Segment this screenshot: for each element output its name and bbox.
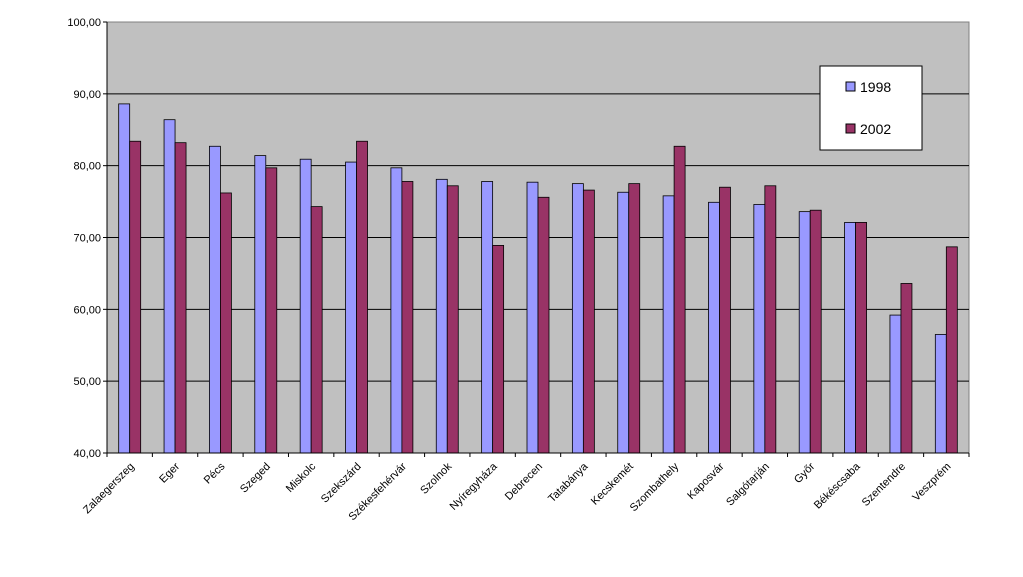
x-tick-label: Tatabánya: [546, 460, 591, 505]
bar-1998-Békéscsaba: [844, 222, 856, 454]
bar-2002-Salgótarján: [764, 185, 777, 454]
bar-1998-Győr: [798, 211, 811, 454]
bar-1998-Szekszárd: [345, 161, 357, 454]
bar-1998-Nyíregyháza: [481, 181, 494, 454]
x-tick-label: Miskolc: [284, 460, 319, 495]
y-tick-label: 70,00: [73, 233, 101, 245]
y-tick-label: 60,00: [73, 304, 101, 316]
bar-2002-Pécs: [220, 192, 232, 454]
bar-1998-Veszprém: [934, 334, 947, 454]
bar-1998-Kaposvár: [708, 201, 720, 454]
bar-2002-Kaposvár: [719, 186, 731, 454]
bar-2002-Zalaegerszeg: [129, 140, 142, 454]
legend-label-2002: 2002: [860, 121, 891, 137]
bar-1998-Szombathely: [662, 195, 675, 454]
y-tick-label: 90,00: [73, 89, 101, 101]
bar-2002-Békéscsaba: [855, 222, 867, 454]
bar-2002-Nyíregyháza: [492, 245, 505, 454]
y-tick-label: 80,00: [73, 161, 101, 173]
x-tick-label: Kecskemét: [589, 461, 636, 508]
bar-2002-Miskolc: [310, 206, 323, 454]
bar-2002-Debrecen: [537, 196, 550, 454]
bar-2002-Szolnok: [446, 185, 459, 454]
y-axis-ticks: 40,00 50,00 60,00 70,00 80,00 90,00 100,00: [67, 17, 107, 460]
x-tick-label: Nyíregyháza: [448, 460, 501, 513]
bar-2002-Tatabánya: [582, 189, 595, 454]
bar-2002-Kecskemét: [628, 183, 641, 454]
x-tick-label: Szentendre: [860, 461, 908, 509]
bar-1998-Pécs: [209, 145, 221, 454]
y-tick-label: 100,00: [67, 17, 101, 29]
x-tick-label: Győr: [792, 460, 818, 486]
bar-1998-Zalaegerszeg: [118, 103, 131, 454]
bar-1998-Szentendre: [889, 314, 902, 454]
bars: [118, 103, 958, 454]
bar-2002-Eger: [174, 142, 187, 454]
bar-2002-Szeged: [265, 167, 278, 454]
bar-2002-Szombathely: [673, 145, 686, 454]
bar-1998-Kecskemét: [617, 191, 630, 454]
x-tick-label: Szombathely: [628, 460, 682, 514]
legend-box: [819, 65, 923, 151]
x-tick-label: Szeged: [238, 461, 273, 496]
bar-2002-Veszprém: [945, 246, 958, 454]
bar-2002-Székesfehérvár: [401, 181, 414, 454]
x-tick-label: Békéscsaba: [812, 460, 863, 511]
bar-1998-Eger: [163, 119, 176, 454]
bar-2002-Szentendre: [900, 283, 913, 454]
bar-2002-Győr: [809, 209, 822, 454]
bar-1998-Szeged: [254, 155, 267, 454]
x-tick-label: Salgótarján: [724, 461, 772, 509]
x-tick-label: Debrecen: [503, 461, 545, 503]
legend-label-1998: 1998: [860, 79, 891, 95]
x-tick-label: Pécs: [202, 460, 228, 486]
legend-swatch-1998: [845, 81, 856, 92]
x-tick-label: Zalaegerszeg: [81, 461, 137, 517]
x-tick-label: Eger: [157, 460, 182, 485]
bar-2002-Szekszárd: [356, 140, 368, 454]
bar-1998-Miskolc: [299, 158, 312, 454]
bar-1998-Debrecen: [526, 181, 539, 454]
y-tick-label: 40,00: [73, 448, 101, 460]
bar-1998-Szolnok: [435, 178, 448, 454]
bar-1998-Salgótarján: [753, 204, 766, 454]
x-tick-label: Szolnok: [418, 460, 455, 497]
x-tick-label: Veszprém: [910, 461, 953, 504]
legend-swatch-2002: [845, 123, 856, 134]
x-axis-ticks: Zalaegerszeg Eger Pécs Szeged Miskolc Szekszá…: [81, 453, 970, 523]
legend: 1998 2002: [819, 65, 923, 151]
x-tick-label: Szekszárd: [319, 461, 364, 506]
y-tick-label: 50,00: [73, 376, 101, 388]
bar-1998-Székesfehérvár: [390, 167, 403, 454]
bar-1998-Tatabánya: [571, 183, 584, 454]
x-tick-label: Kaposvár: [685, 460, 727, 502]
